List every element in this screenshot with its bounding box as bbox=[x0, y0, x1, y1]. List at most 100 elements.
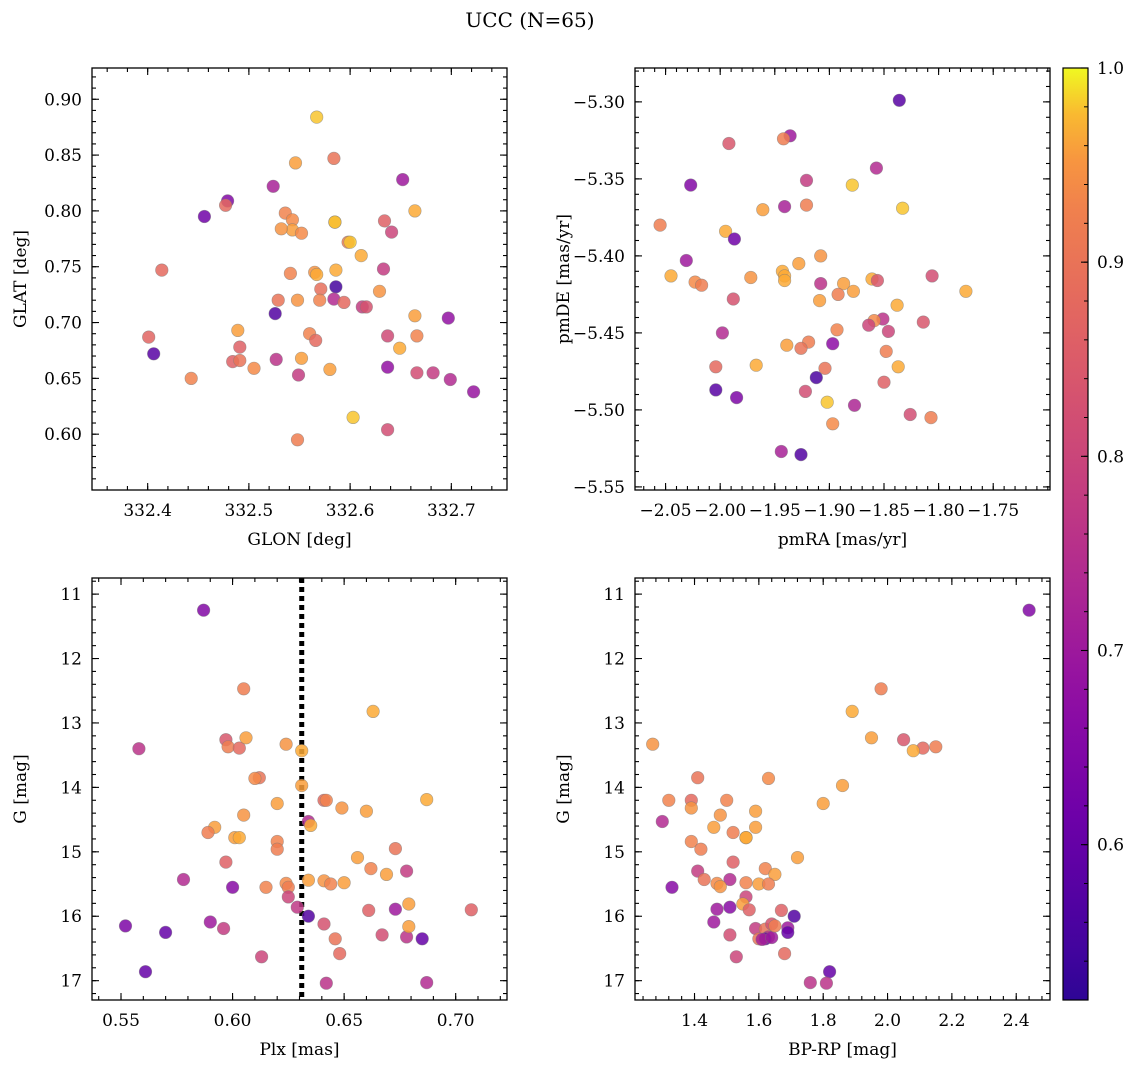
data-point bbox=[777, 946, 792, 961]
x-tick-label: 2.2 bbox=[938, 1011, 965, 1031]
data-point bbox=[694, 842, 708, 856]
colorbar-tick-label: 1.0 bbox=[1097, 59, 1124, 79]
data-point bbox=[715, 326, 730, 340]
data-point bbox=[774, 444, 788, 459]
data-point bbox=[247, 361, 261, 375]
y-tick-label: 0.85 bbox=[44, 146, 82, 166]
y-tick-label: 15 bbox=[60, 843, 82, 863]
data-point bbox=[400, 864, 414, 878]
data-point bbox=[310, 267, 324, 282]
data-point bbox=[372, 284, 387, 298]
data-point bbox=[653, 218, 667, 232]
data-point bbox=[268, 307, 282, 321]
data-point bbox=[176, 872, 191, 887]
data-point bbox=[684, 801, 698, 815]
data-point bbox=[197, 603, 211, 617]
y-tick-label: 0.75 bbox=[44, 258, 82, 278]
data-point bbox=[396, 173, 410, 187]
data-point bbox=[925, 269, 939, 283]
data-point bbox=[758, 861, 772, 876]
data-point bbox=[765, 930, 779, 945]
data-point bbox=[929, 740, 943, 754]
data-point bbox=[237, 808, 251, 822]
data-point bbox=[1022, 603, 1036, 617]
data-point bbox=[694, 278, 709, 292]
y-tick-label: 17 bbox=[60, 972, 82, 992]
data-point bbox=[812, 294, 827, 308]
data-point bbox=[402, 897, 416, 911]
colorbar-tick-label: 0.7 bbox=[1097, 642, 1124, 662]
data-point bbox=[410, 329, 424, 343]
data-point bbox=[723, 928, 737, 942]
data-point bbox=[768, 867, 782, 882]
data-point bbox=[364, 861, 378, 876]
data-point bbox=[329, 280, 343, 294]
y-tick-label: 13 bbox=[603, 714, 625, 734]
data-point bbox=[679, 253, 693, 268]
y-tick-label: 13 bbox=[60, 714, 82, 734]
x-tick-label: −2.00 bbox=[694, 501, 746, 521]
data-point bbox=[739, 830, 753, 845]
data-point bbox=[864, 731, 879, 745]
data-point bbox=[290, 293, 305, 307]
data-point bbox=[319, 793, 333, 807]
data-point bbox=[809, 371, 823, 385]
data-point bbox=[787, 909, 801, 923]
x-axis-label: GLON [deg] bbox=[247, 530, 351, 550]
data-point bbox=[710, 902, 724, 916]
data-point bbox=[294, 351, 309, 365]
y-tick-label: 0.65 bbox=[44, 369, 82, 389]
data-point bbox=[903, 407, 917, 422]
data-point bbox=[881, 324, 896, 339]
data-point bbox=[197, 209, 211, 224]
x-tick-label: 0.55 bbox=[102, 1011, 140, 1031]
data-point bbox=[231, 323, 245, 338]
x-tick-label: 1.4 bbox=[681, 1011, 708, 1031]
data-point bbox=[818, 361, 832, 375]
data-point bbox=[388, 841, 403, 856]
data-point bbox=[742, 903, 756, 917]
y-tick-label: 14 bbox=[603, 778, 625, 798]
data-point bbox=[777, 200, 792, 214]
data-point bbox=[845, 178, 859, 192]
data-point bbox=[420, 975, 434, 990]
x-tick-label: 2.4 bbox=[1003, 1011, 1030, 1031]
data-point bbox=[270, 842, 284, 856]
data-point bbox=[288, 156, 303, 170]
data-point bbox=[269, 352, 283, 367]
y-tick-label: −5.35 bbox=[573, 170, 625, 190]
data-point bbox=[441, 311, 455, 325]
data-point bbox=[780, 338, 794, 352]
data-point bbox=[420, 792, 434, 807]
data-point bbox=[816, 796, 830, 811]
x-tick-label: 332.5 bbox=[225, 501, 274, 521]
data-point bbox=[790, 850, 805, 865]
data-point bbox=[426, 366, 440, 380]
data-point bbox=[892, 93, 906, 107]
axes-frame bbox=[634, 577, 1051, 1001]
x-tick-label: −1.95 bbox=[749, 501, 801, 521]
data-point bbox=[388, 902, 403, 916]
data-point bbox=[147, 347, 161, 361]
data-point bbox=[707, 915, 721, 929]
data-point bbox=[713, 808, 727, 822]
data-point bbox=[346, 410, 360, 425]
data-point bbox=[726, 825, 740, 840]
data-point bbox=[217, 921, 231, 936]
figure-title: UCC (N=65) bbox=[465, 8, 594, 32]
data-point bbox=[393, 341, 407, 355]
data-point bbox=[271, 293, 285, 307]
data-point bbox=[748, 804, 763, 818]
x-tick-label: −1.80 bbox=[913, 501, 965, 521]
data-point bbox=[281, 890, 295, 904]
data-point bbox=[874, 682, 888, 696]
data-point bbox=[768, 919, 782, 933]
data-point bbox=[201, 825, 215, 840]
data-point bbox=[226, 880, 240, 894]
x-tick-label: 1.8 bbox=[810, 1011, 837, 1031]
data-point bbox=[291, 368, 306, 382]
data-point bbox=[343, 235, 357, 249]
x-tick-label: 0.65 bbox=[325, 1011, 363, 1031]
data-point bbox=[362, 903, 376, 918]
data-point bbox=[337, 295, 351, 310]
